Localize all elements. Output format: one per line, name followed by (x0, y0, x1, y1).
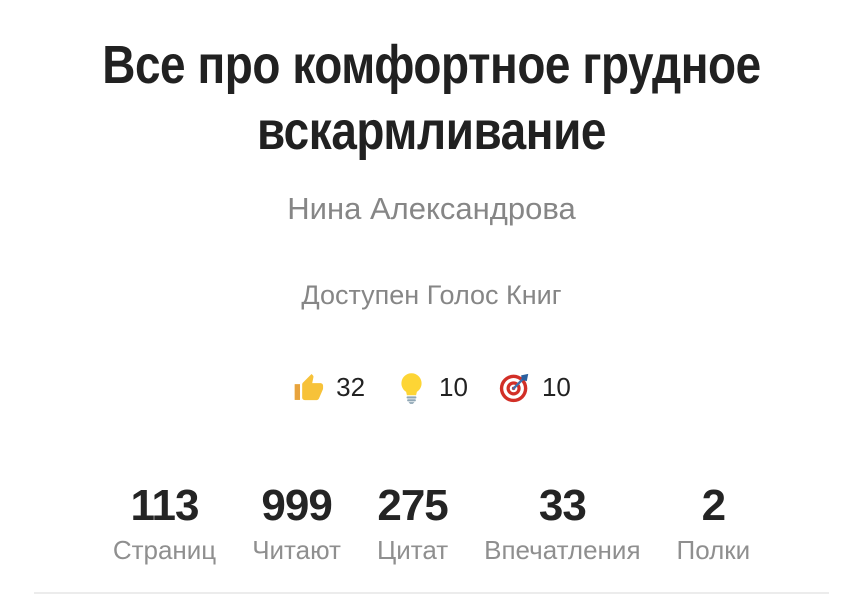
reaction-count: 10 (541, 371, 571, 402)
reaction-count: 10 (439, 371, 468, 402)
stat-quotes[interactable]: 275 Цитат (376, 481, 449, 565)
stat-label: Читают (252, 535, 341, 565)
stat-impressions[interactable]: 33 Впечатления (484, 481, 641, 565)
reaction-direct-hit[interactable]: 10 (498, 371, 571, 404)
stat-shelves[interactable]: 2 Полки (676, 481, 751, 565)
thumbs-up-icon (292, 371, 325, 404)
reaction-count: 32 (336, 371, 366, 402)
audiobook-availability-link[interactable]: Доступен Голос Книг (301, 280, 562, 310)
stat-label: Впечатления (484, 535, 641, 565)
book-title: Все про комфортное грудное вскармливание (102, 35, 761, 161)
stats-row: 113 Страниц 999 Читают 275 Цитат 33 Впеч… (0, 481, 863, 565)
reactions-row: 32 10 (0, 368, 863, 406)
stat-label: Страниц (112, 535, 217, 565)
stat-value: 113 (130, 481, 200, 530)
direct-hit-target-icon (498, 371, 531, 404)
reaction-light-bulb[interactable]: 10 (395, 371, 468, 404)
stat-value: 33 (538, 481, 587, 530)
stat-label: Полки (676, 535, 751, 565)
stat-pages[interactable]: 113 Страниц (112, 481, 217, 565)
stat-value: 275 (377, 481, 448, 530)
stat-label: Цитат (376, 535, 449, 565)
light-bulb-icon (395, 371, 428, 404)
reaction-thumbs-up[interactable]: 32 (292, 371, 365, 404)
stat-value: 2 (701, 481, 726, 530)
book-author-link[interactable]: Нина Александрова (287, 191, 576, 226)
divider (34, 592, 829, 594)
stat-readers[interactable]: 999 Читают (252, 481, 341, 565)
stat-value: 999 (261, 481, 332, 530)
